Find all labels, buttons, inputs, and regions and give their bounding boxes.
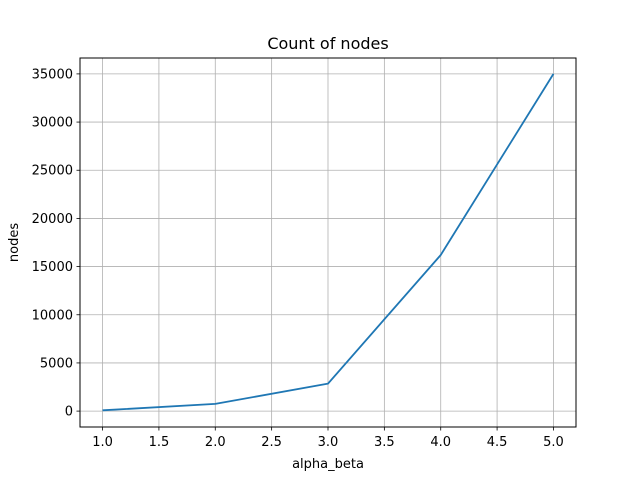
chart-title: Count of nodes	[267, 34, 388, 53]
x-tick-label: 4.0	[430, 435, 451, 450]
y-tick-label: 15000	[32, 260, 73, 275]
x-tick-label: 3.0	[318, 435, 339, 450]
y-tick-label: 10000	[32, 308, 73, 323]
x-tick-label: 1.0	[92, 435, 113, 450]
x-tick-label: 1.5	[149, 435, 170, 450]
y-tick-label: 30000	[32, 116, 73, 131]
y-tick-label: 5000	[40, 356, 73, 371]
x-tick-label: 4.5	[487, 435, 508, 450]
y-tick-label: 35000	[32, 67, 73, 82]
x-tick-label: 2.5	[261, 435, 282, 450]
y-axis-ticks: 0 5000 10000 15000 20000 25000 30000 35000	[32, 67, 80, 420]
x-axis-ticks: 1.0 1.5 2.0 2.5 3.0 3.5 4.0 4.5 5.0	[92, 427, 564, 450]
series-line	[102, 73, 555, 412]
x-tick-label: 2.0	[205, 435, 226, 450]
x-tick-label: 3.5	[374, 435, 395, 450]
y-tick-label: 25000	[32, 164, 73, 179]
x-axis-label: alpha_beta	[292, 457, 364, 472]
grid	[80, 58, 576, 427]
x-tick-label: 5.0	[543, 435, 564, 450]
y-tick-label: 20000	[32, 212, 73, 227]
y-tick-label: 0	[65, 405, 73, 420]
y-axis-label: nodes	[7, 223, 22, 262]
series-layer	[102, 73, 555, 412]
